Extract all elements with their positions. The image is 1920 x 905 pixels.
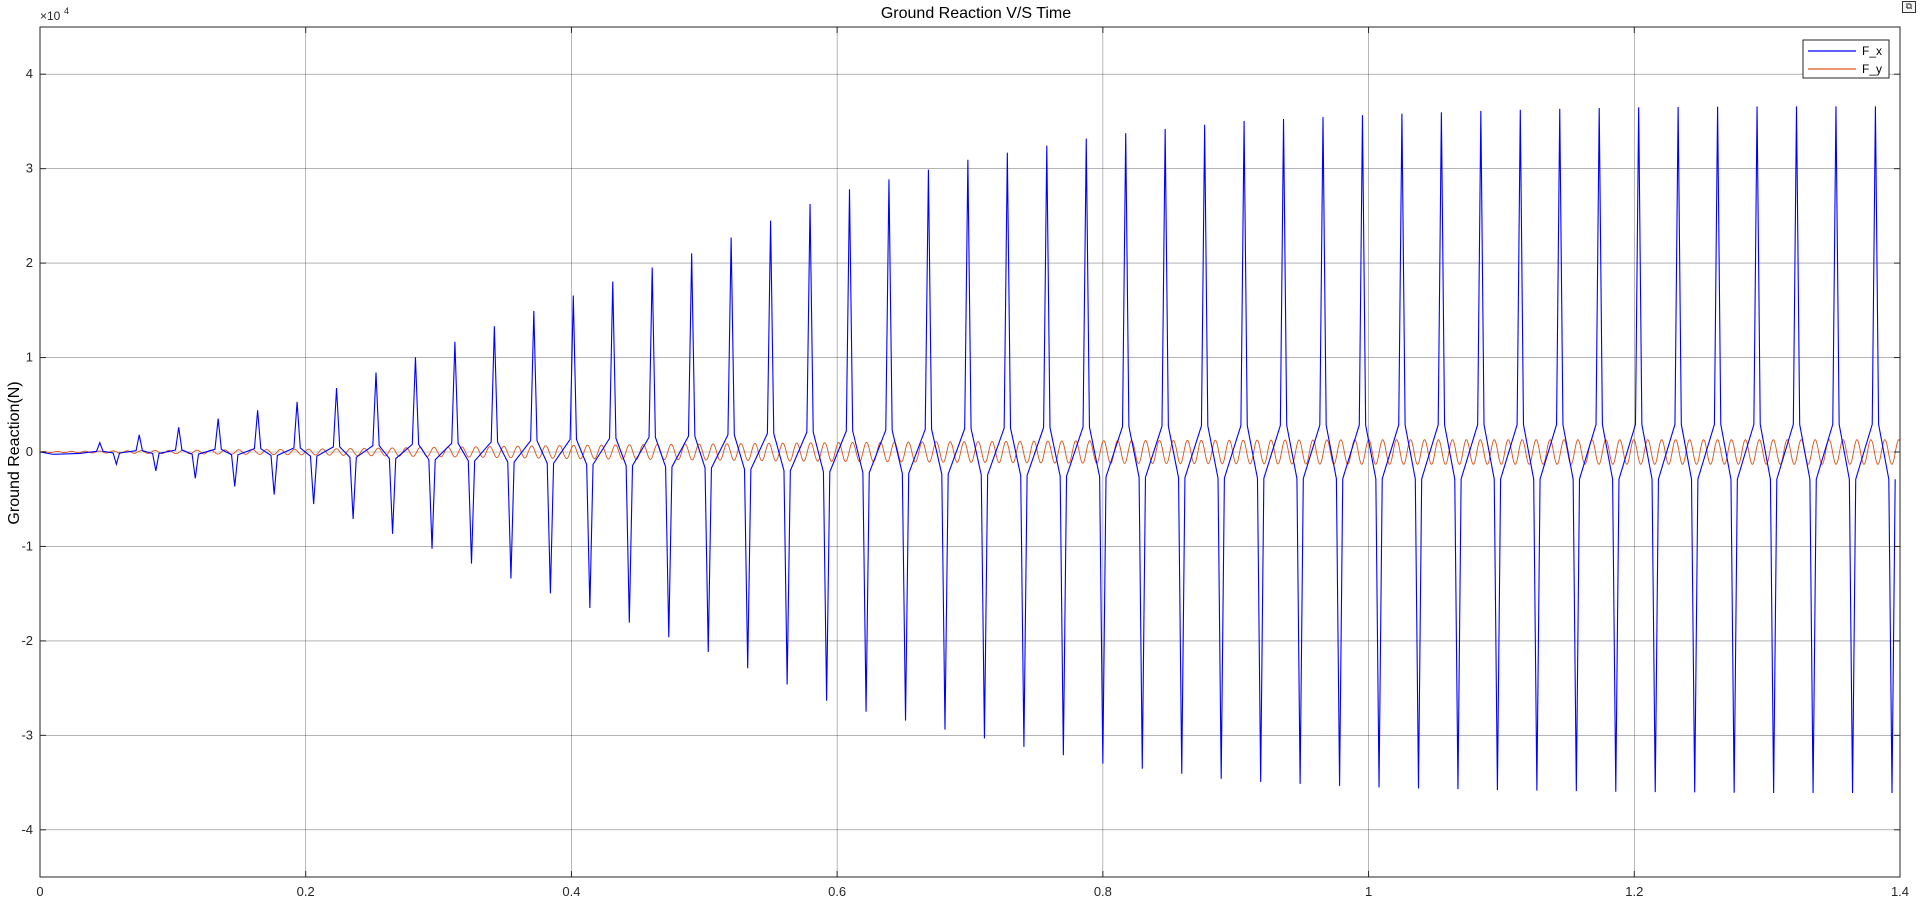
x-tick-label: 0.2 <box>297 884 315 899</box>
x-tick-label: 0.6 <box>828 884 846 899</box>
y-exponent-label: ×10 4 <box>40 6 69 23</box>
axis-ticks: 0 0.2 0.4 0.6 0.8 1 1.2 1.4 -4 -3 -2 -1 0 1 2 3 4 <box>21 27 1909 899</box>
y-axis-label: Ground Reaction(N) <box>6 381 23 524</box>
y-tick-label: 4 <box>26 66 33 81</box>
y-exponent-base: ×10 <box>40 9 61 23</box>
series-line-fx <box>39 106 1896 793</box>
chart-title: Ground Reaction V/S Time <box>881 5 1071 22</box>
x-tick-label: 1.2 <box>1625 884 1643 899</box>
y-tick-label: 0 <box>26 444 33 459</box>
legend-label-fy: F_y <box>1862 62 1882 76</box>
x-tick-label: 0 <box>36 884 43 899</box>
x-tick-label: 0.8 <box>1094 884 1112 899</box>
y-tick-label: 1 <box>26 350 33 365</box>
plot-series <box>39 106 1901 793</box>
y-tick-label: -3 <box>21 727 33 742</box>
legend[interactable]: F_x F_y <box>1802 39 1890 79</box>
y-exponent-power: 4 <box>64 6 69 16</box>
restore-icon[interactable]: ⧉ <box>1902 1 1916 13</box>
y-tick-label: -1 <box>21 538 33 553</box>
y-tick-label: 2 <box>26 255 33 270</box>
x-tick-label: 1 <box>1365 884 1372 899</box>
y-tick-label: -2 <box>21 633 33 648</box>
x-tick-label: 0.4 <box>562 884 580 899</box>
x-tick-label: 1.4 <box>1891 884 1909 899</box>
y-tick-label: 3 <box>26 161 33 176</box>
y-tick-label: -4 <box>21 822 33 837</box>
legend-label-fx: F_x <box>1862 44 1882 58</box>
legend-box <box>1802 39 1890 79</box>
